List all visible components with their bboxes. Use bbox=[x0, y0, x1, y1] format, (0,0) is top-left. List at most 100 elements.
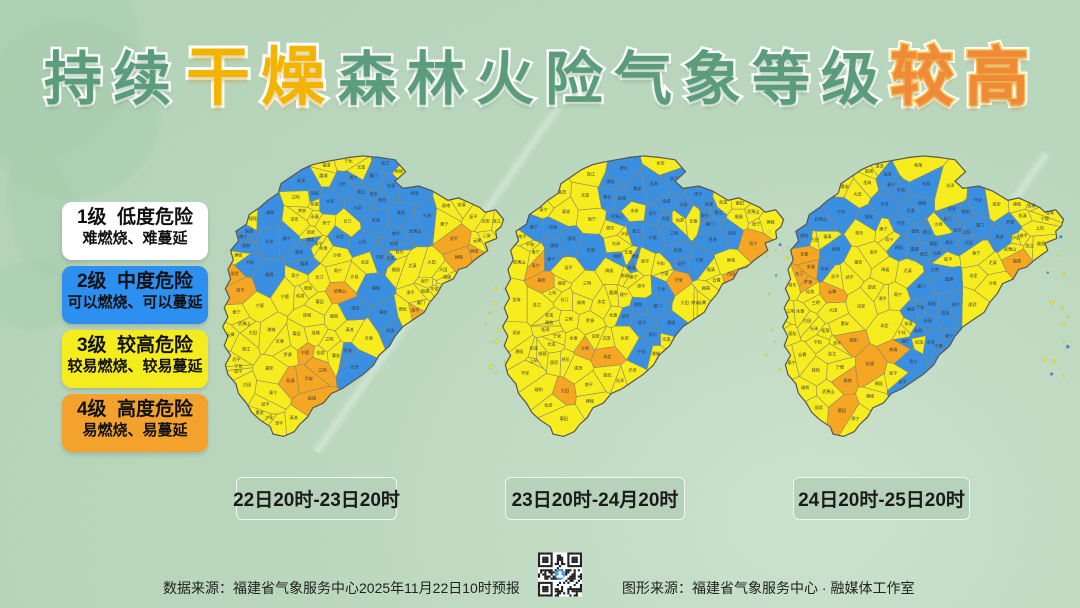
svg-text:周宁: 周宁 bbox=[894, 291, 902, 297]
svg-text:屏南: 屏南 bbox=[470, 248, 478, 254]
svg-text:南平: 南平 bbox=[236, 286, 244, 292]
svg-text:尤溪: 尤溪 bbox=[408, 262, 416, 268]
svg-text:尤溪: 尤溪 bbox=[662, 336, 670, 342]
svg-text:松溪: 松溪 bbox=[387, 182, 395, 188]
svg-text:长汀: 长汀 bbox=[795, 270, 803, 276]
svg-text:诏安: 诏安 bbox=[512, 329, 520, 335]
svg-text:惠安: 惠安 bbox=[603, 194, 611, 200]
svg-text:沙县: 沙县 bbox=[1012, 234, 1020, 240]
svg-text:南靖: 南靖 bbox=[889, 346, 897, 352]
svg-text:福清: 福清 bbox=[627, 264, 635, 270]
svg-text:松溪: 松溪 bbox=[866, 360, 874, 366]
svg-text:柘荣: 柘荣 bbox=[549, 223, 557, 229]
svg-text:福安: 福安 bbox=[537, 277, 545, 283]
svg-text:光泽: 光泽 bbox=[350, 364, 358, 370]
svg-text:云霄: 云霄 bbox=[473, 238, 481, 243]
svg-text:龙海: 龙海 bbox=[883, 170, 891, 176]
svg-text:武夷山: 武夷山 bbox=[747, 208, 759, 214]
svg-text:南安: 南安 bbox=[351, 305, 359, 311]
svg-text:永安: 永安 bbox=[630, 207, 638, 213]
svg-text:古田: 古田 bbox=[727, 270, 735, 276]
svg-text:永泰: 永泰 bbox=[924, 317, 932, 323]
svg-text:福安: 福安 bbox=[379, 309, 387, 315]
svg-text:安溪: 安溪 bbox=[587, 247, 595, 253]
svg-text:清流: 清流 bbox=[941, 310, 949, 316]
svg-text:尤溪: 尤溪 bbox=[989, 259, 997, 265]
svg-text:漳平: 漳平 bbox=[637, 282, 645, 288]
svg-text:尤溪: 尤溪 bbox=[357, 164, 365, 170]
svg-text:宁德: 宁德 bbox=[934, 342, 942, 348]
svg-text:建宁: 建宁 bbox=[283, 235, 291, 241]
svg-text:连城: 连城 bbox=[312, 329, 320, 335]
svg-text:上杭: 上杭 bbox=[358, 238, 366, 244]
svg-text:华安: 华安 bbox=[305, 375, 313, 381]
svg-text:浦城: 浦城 bbox=[371, 284, 379, 290]
svg-text:永安: 永安 bbox=[656, 160, 664, 166]
svg-text:南平: 南平 bbox=[1019, 232, 1027, 238]
svg-text:安溪: 安溪 bbox=[545, 311, 553, 317]
svg-text:清流: 清流 bbox=[562, 208, 570, 214]
svg-text:大田: 大田 bbox=[680, 299, 688, 305]
svg-text:连江: 连江 bbox=[1025, 242, 1033, 248]
svg-text:政和: 政和 bbox=[812, 367, 820, 373]
svg-text:清流: 清流 bbox=[574, 365, 582, 371]
svg-text:平和: 平和 bbox=[246, 259, 254, 265]
svg-text:沙县: 沙县 bbox=[680, 201, 688, 207]
svg-text:沙县: 沙县 bbox=[989, 280, 997, 286]
svg-text:长汀: 长汀 bbox=[343, 218, 351, 224]
svg-text:仙游: 仙游 bbox=[296, 292, 304, 298]
svg-text:晋江: 晋江 bbox=[242, 345, 250, 351]
svg-text:大田: 大田 bbox=[428, 258, 436, 264]
svg-text:浦城: 浦城 bbox=[906, 306, 914, 312]
svg-text:上杭: 上杭 bbox=[1036, 224, 1044, 230]
svg-text:南平: 南平 bbox=[585, 381, 593, 387]
svg-text:武夷山: 武夷山 bbox=[822, 388, 834, 394]
svg-text:永定: 永定 bbox=[969, 272, 977, 278]
svg-text:长汀: 长汀 bbox=[561, 296, 569, 302]
svg-text:政和: 政和 bbox=[535, 386, 543, 392]
svg-text:宁化: 宁化 bbox=[553, 333, 561, 339]
svg-text:龙海: 龙海 bbox=[863, 179, 871, 185]
svg-text:延平: 延平 bbox=[469, 213, 477, 219]
svg-text:政和: 政和 bbox=[266, 209, 274, 215]
svg-text:屏南: 屏南 bbox=[832, 246, 840, 252]
svg-text:宁化: 宁化 bbox=[265, 414, 273, 420]
svg-text:寿宁: 寿宁 bbox=[322, 220, 330, 226]
svg-text:大田: 大田 bbox=[853, 191, 861, 197]
svg-text:永定: 永定 bbox=[597, 298, 605, 304]
svg-text:长泰: 长泰 bbox=[800, 251, 808, 257]
svg-text:上杭: 上杭 bbox=[338, 180, 346, 186]
svg-text:武平: 武平 bbox=[649, 210, 657, 216]
svg-text:诏安: 诏安 bbox=[290, 216, 298, 222]
svg-text:南平: 南平 bbox=[889, 369, 897, 375]
svg-text:霞浦: 霞浦 bbox=[667, 319, 675, 325]
svg-text:连城: 连城 bbox=[705, 200, 713, 206]
svg-text:南靖: 南靖 bbox=[421, 287, 429, 293]
svg-text:大田: 大田 bbox=[661, 215, 669, 221]
svg-text:永定: 永定 bbox=[880, 322, 888, 328]
svg-text:连城: 连城 bbox=[303, 311, 311, 317]
svg-text:平和: 平和 bbox=[897, 187, 905, 193]
svg-text:惠安: 惠安 bbox=[255, 409, 263, 415]
svg-text:浦城: 浦城 bbox=[267, 326, 275, 332]
svg-text:平和: 平和 bbox=[526, 241, 534, 247]
svg-text:尤溪: 尤溪 bbox=[906, 207, 914, 213]
svg-text:连城: 连城 bbox=[1027, 202, 1035, 208]
svg-text:清流: 清流 bbox=[345, 326, 353, 332]
svg-text:永定: 永定 bbox=[361, 258, 369, 264]
svg-text:长汀: 长汀 bbox=[943, 215, 951, 221]
svg-text:邵武: 邵武 bbox=[311, 190, 319, 196]
svg-text:延平: 延平 bbox=[261, 400, 269, 406]
svg-text:福清: 福清 bbox=[1013, 257, 1021, 263]
svg-text:松溪: 松溪 bbox=[1018, 212, 1026, 218]
svg-text:周宁: 周宁 bbox=[349, 174, 357, 180]
svg-text:建宁: 建宁 bbox=[902, 338, 910, 344]
svg-text:诏安: 诏安 bbox=[592, 333, 600, 339]
svg-text:清流: 清流 bbox=[875, 163, 883, 169]
svg-text:建宁: 建宁 bbox=[547, 255, 555, 261]
svg-text:宁化: 宁化 bbox=[234, 363, 242, 369]
svg-text:宁德: 宁德 bbox=[836, 364, 844, 370]
svg-text:顺昌: 顺昌 bbox=[702, 284, 710, 290]
svg-text:漳平: 漳平 bbox=[694, 191, 702, 197]
svg-text:大田: 大田 bbox=[964, 239, 972, 245]
